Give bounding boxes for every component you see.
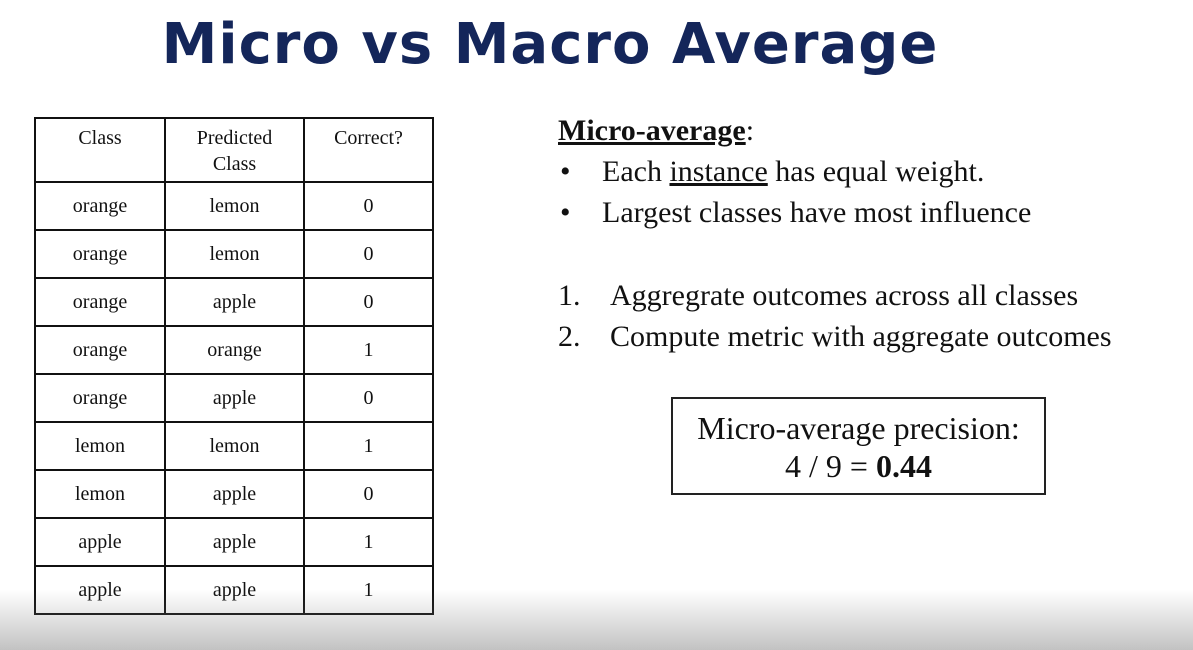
precision-formula-line: 4 / 9 = 0.44 bbox=[673, 447, 1044, 485]
cell-class: orange bbox=[34, 325, 166, 375]
table-header-row: Class Predicted Class Correct? bbox=[34, 117, 434, 183]
cell-correct: 1 bbox=[303, 421, 434, 471]
cell-class: orange bbox=[34, 181, 166, 231]
bullet-text-underlined: instance bbox=[669, 155, 768, 188]
cell-predicted: lemon bbox=[164, 229, 305, 279]
bullet-text: Each instance has equal weight. bbox=[602, 151, 984, 192]
cell-class: apple bbox=[34, 565, 166, 615]
cell-correct: 0 bbox=[303, 373, 434, 423]
micro-average-panel: Micro-average: • Each instance has equal… bbox=[558, 110, 1112, 357]
steps-list: 1. Aggregrate outcomes across all classe… bbox=[558, 275, 1112, 357]
table-row: orange orange 1 bbox=[34, 325, 434, 375]
cell-correct: 0 bbox=[303, 229, 434, 279]
header-correct: Correct? bbox=[303, 117, 434, 183]
table-row: orange lemon 0 bbox=[34, 229, 434, 279]
table-row: orange apple 0 bbox=[34, 277, 434, 327]
header-class: Class bbox=[34, 117, 166, 183]
cell-correct: 0 bbox=[303, 277, 434, 327]
cell-predicted: apple bbox=[164, 277, 305, 327]
step-text: Compute metric with aggregate outcomes bbox=[610, 320, 1112, 353]
bullet-text: Largest classes have most influence bbox=[602, 196, 1032, 229]
cell-class: apple bbox=[34, 517, 166, 567]
precision-value: 0.44 bbox=[875, 448, 932, 484]
precision-formula: 4 / 9 = bbox=[785, 448, 876, 484]
cell-predicted: lemon bbox=[164, 421, 305, 471]
cell-correct: 0 bbox=[303, 469, 434, 519]
header-predicted-class: Predicted Class bbox=[164, 117, 305, 183]
table-row: apple apple 1 bbox=[34, 517, 434, 567]
bullet-item-largest-classes: • Largest classes have most influence bbox=[558, 192, 1112, 233]
table-row: apple apple 1 bbox=[34, 565, 434, 615]
prediction-table: Class Predicted Class Correct? orange le… bbox=[34, 117, 434, 615]
cell-correct: 0 bbox=[303, 181, 434, 231]
cell-predicted: orange bbox=[164, 325, 305, 375]
micro-average-heading: Micro-average: bbox=[558, 110, 1112, 151]
table-row: lemon lemon 1 bbox=[34, 421, 434, 471]
cell-class: orange bbox=[34, 277, 166, 327]
table-row: orange lemon 0 bbox=[34, 181, 434, 231]
precision-label: Micro-average precision: bbox=[697, 410, 1020, 446]
cell-correct: 1 bbox=[303, 565, 434, 615]
table-row: lemon apple 0 bbox=[34, 469, 434, 519]
cell-class: orange bbox=[34, 373, 166, 423]
cell-class: orange bbox=[34, 229, 166, 279]
cell-predicted: apple bbox=[164, 469, 305, 519]
step-number: 1. bbox=[558, 279, 581, 312]
bullet-item-equal-weight: • Each instance has equal weight. bbox=[558, 151, 1112, 192]
bullet-text-pre: Each bbox=[602, 155, 670, 188]
cell-predicted: apple bbox=[164, 517, 305, 567]
micro-average-heading-colon: : bbox=[745, 114, 755, 147]
cell-class: lemon bbox=[34, 469, 166, 519]
precision-result-box: Micro-average precision: 4 / 9 = 0.44 bbox=[671, 397, 1046, 495]
step-text: Aggregrate outcomes across all classes bbox=[610, 279, 1079, 312]
header-predicted-line2: Class bbox=[212, 153, 257, 175]
step-item: 1. Aggregrate outcomes across all classe… bbox=[558, 275, 1112, 316]
cell-correct: 1 bbox=[303, 517, 434, 567]
bullet-text-post: has equal weight. bbox=[767, 155, 985, 188]
table-row: orange apple 0 bbox=[34, 373, 434, 423]
step-number: 2. bbox=[558, 320, 581, 353]
micro-average-heading-text: Micro-average bbox=[558, 114, 746, 147]
bullet-icon: • bbox=[560, 196, 571, 229]
cell-class: lemon bbox=[34, 421, 166, 471]
cell-predicted: apple bbox=[164, 373, 305, 423]
step-item: 2. Compute metric with aggregate outcome… bbox=[558, 316, 1112, 357]
cell-predicted: lemon bbox=[164, 181, 305, 231]
cell-predicted: apple bbox=[164, 565, 305, 615]
cell-correct: 1 bbox=[303, 325, 434, 375]
header-predicted-line1: Predicted bbox=[196, 127, 273, 149]
slide-title: Micro vs Macro Average bbox=[161, 12, 939, 77]
bullet-icon: • bbox=[560, 155, 571, 188]
